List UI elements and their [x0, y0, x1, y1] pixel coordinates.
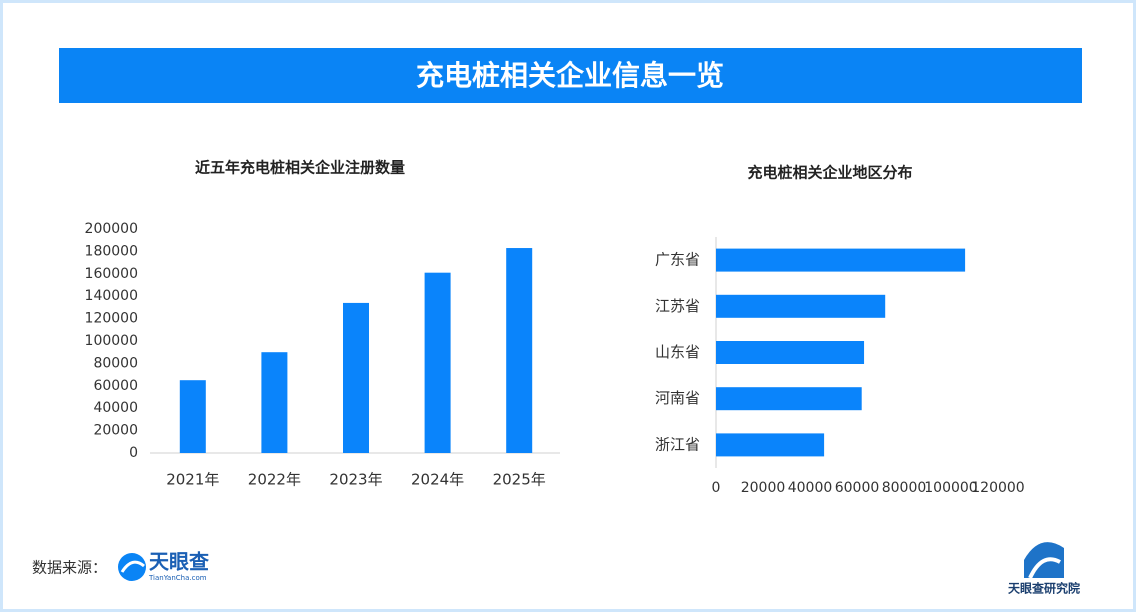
bar [716, 433, 825, 457]
x-tick-label: 0 [712, 480, 721, 496]
y-tick-label: 200000 [85, 221, 138, 237]
logo-icon-mark [120, 560, 145, 573]
y-tick-label: 江苏省 [655, 297, 700, 315]
header-bar [59, 48, 1082, 103]
y-tick-label: 100000 [85, 333, 138, 349]
y-tick-label: 140000 [85, 288, 138, 304]
institute-icon-mark [1028, 557, 1061, 579]
logo-name: 天眼查 [149, 550, 209, 574]
x-tick-label: 60000 [835, 480, 880, 496]
bar [716, 387, 862, 411]
bar [506, 248, 533, 453]
canvas: 充电桩相关企业信息一览 数据来源： 天眼查 TianYanCha.com 天眼查… [32, 48, 1082, 596]
x-tick-label: 40000 [788, 480, 833, 496]
x-tick-label: 120000 [971, 480, 1024, 496]
logo-url: TianYanCha.com [148, 574, 207, 582]
y-tick-label: 80000 [93, 355, 138, 371]
bar [716, 294, 886, 318]
y-tick-label: 40000 [93, 400, 138, 416]
header-title: 充电桩相关企业信息一览 [416, 59, 724, 92]
y-tick-label: 山东省 [655, 343, 700, 361]
bar [424, 272, 451, 453]
bar [179, 380, 206, 453]
logo-icon [118, 553, 146, 581]
x-tick-label: 80000 [882, 480, 927, 496]
x-tick-label: 2024年 [411, 471, 464, 489]
y-tick-label: 180000 [85, 243, 138, 259]
chart-title: 充电桩相关企业地区分布 [747, 164, 912, 182]
chart-title: 近五年充电桩相关企业注册数量 [195, 159, 405, 177]
y-tick-label: 160000 [85, 266, 138, 282]
x-tick-label: 100000 [924, 480, 977, 496]
y-tick-label: 广东省 [655, 251, 700, 269]
bar [716, 248, 966, 272]
y-tick-label: 120000 [85, 311, 138, 327]
y-tick-label: 60000 [93, 378, 138, 394]
x-tick-label: 2022年 [248, 471, 301, 489]
bar [261, 352, 288, 453]
bar [343, 302, 369, 453]
y-tick-label: 20000 [93, 423, 138, 439]
y-tick-label: 浙江省 [655, 435, 700, 453]
y-tick-label: 0 [129, 445, 138, 461]
x-tick-label: 2025年 [493, 471, 546, 489]
x-tick-label: 20000 [741, 480, 786, 496]
source-label: 数据来源： [32, 559, 107, 577]
institute-name: 天眼查研究院 [1008, 581, 1080, 596]
bar [716, 341, 865, 364]
y-tick-label: 河南省 [655, 389, 700, 407]
x-tick-label: 2023年 [329, 471, 382, 489]
x-tick-label: 2021年 [166, 471, 219, 489]
